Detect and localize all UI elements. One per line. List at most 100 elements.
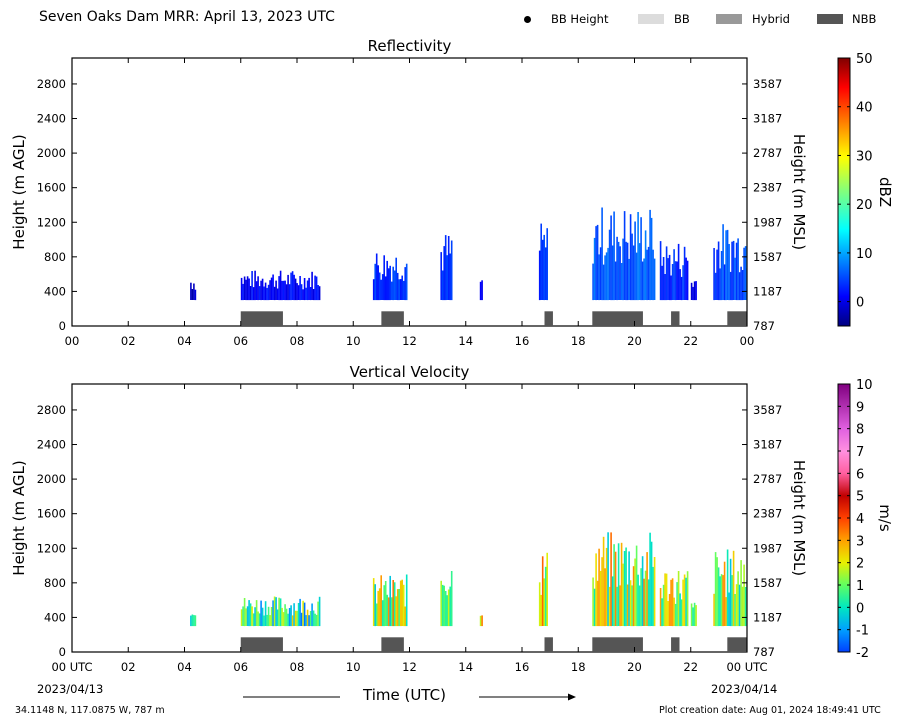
x-tick-label: 00 UTC: [51, 660, 92, 674]
legend-swatch-bb: [638, 14, 664, 24]
echo-column: [270, 607, 273, 626]
echo-column: [276, 609, 279, 626]
legend-swatch-nbb: [817, 14, 843, 24]
echo-column: [619, 246, 621, 300]
echo-column: [623, 551, 626, 627]
echo-column: [717, 241, 720, 301]
echo-column: [314, 275, 316, 301]
y-axis-label: Height (m AGL): [10, 134, 28, 249]
echo-column: [623, 211, 626, 300]
echo-column: [744, 587, 747, 627]
echo-column: [260, 280, 262, 301]
echo-column: [258, 286, 261, 300]
echo-column: [266, 614, 268, 627]
y-tick-label: 0: [59, 319, 66, 333]
echo-column: [595, 226, 597, 301]
echo-column: [626, 584, 629, 626]
echo-column: [384, 581, 387, 626]
echo-column: [282, 280, 285, 300]
x-tick-label: 06: [233, 660, 248, 674]
echo-column: [284, 280, 286, 301]
echo-column: [637, 574, 639, 627]
echo-column: [447, 236, 450, 300]
echo-column: [266, 287, 268, 301]
echo-column: [401, 275, 403, 300]
echo-column: [190, 282, 192, 300]
echo-column: [191, 614, 194, 627]
bb-segment-nbb: [240, 637, 283, 652]
echo-column: [387, 597, 390, 627]
echo-column: [302, 600, 304, 627]
echo-column: [720, 251, 723, 301]
colorbar-tick-label: 1: [856, 579, 864, 594]
echo-column: [443, 246, 445, 301]
colorbar-tick-label: 5: [856, 490, 864, 505]
echo-column: [245, 279, 247, 301]
echo-column: [541, 556, 544, 626]
echo-column: [308, 277, 310, 300]
echo-column: [392, 580, 394, 627]
echo-column: [275, 597, 277, 627]
echo-column: [255, 600, 258, 626]
echo-column: [392, 266, 394, 301]
echo-column: [405, 574, 408, 627]
echo-column: [538, 250, 541, 301]
echo-column: [447, 589, 450, 627]
echo-column: [640, 217, 642, 301]
echo-column: [604, 568, 606, 627]
echo-column: [743, 247, 745, 300]
echo-column: [652, 249, 654, 301]
echo-column: [649, 209, 651, 301]
y-tick-label-right: 2387: [753, 181, 782, 195]
y-axis-label-right: Height (m MSL): [790, 460, 808, 576]
echo-column: [728, 592, 730, 626]
legend-swatch-hybrid: [716, 14, 742, 24]
echo-column: [647, 579, 650, 627]
echo-column: [731, 241, 733, 301]
bb-segment-nbb: [544, 311, 553, 326]
x-tick-label: 14: [458, 660, 473, 674]
echo-column: [599, 247, 602, 300]
echo-column: [297, 603, 300, 627]
echo-column: [635, 545, 638, 627]
echo-column: [617, 241, 620, 300]
echo-column: [303, 278, 306, 301]
echo-column: [608, 229, 611, 300]
x-tick-label: 18: [571, 660, 586, 674]
echo-column: [380, 279, 382, 300]
echo-column: [650, 217, 653, 300]
echo-column: [665, 573, 668, 627]
echo-column: [616, 236, 618, 301]
colorbar-tick-label: 6: [856, 467, 864, 482]
echo-column: [446, 255, 448, 300]
echo-column: [191, 289, 194, 300]
echo-column: [740, 560, 742, 627]
echo-column: [291, 615, 294, 627]
echo-column: [389, 575, 391, 627]
echo-column: [714, 552, 717, 627]
x-tick-label: 16: [515, 660, 530, 674]
echo-column: [282, 612, 285, 626]
echo-column: [673, 597, 675, 626]
echo-column: [614, 261, 617, 300]
echo-column: [632, 566, 635, 627]
colorbar-tick-label: 2: [856, 557, 864, 572]
echo-column: [722, 224, 724, 300]
echo-column: [692, 286, 694, 301]
y-tick-label-right: 2787: [753, 472, 782, 486]
echo-column: [677, 243, 680, 300]
echo-column: [267, 606, 270, 627]
y-tick-label-right: 3587: [753, 403, 782, 417]
colorbar-tick-label: 9: [856, 400, 864, 415]
echo-column: [643, 578, 645, 626]
echo-column: [254, 607, 256, 626]
colorbar-label: m/s: [876, 504, 894, 532]
echo-column: [398, 279, 400, 301]
echo-column: [246, 276, 249, 301]
colorbar-tick-label: -2: [856, 646, 869, 661]
echo-column: [258, 613, 261, 626]
echo-column: [444, 235, 447, 301]
echo-column: [380, 575, 382, 627]
echo-column: [740, 266, 742, 301]
echo-column: [312, 610, 315, 627]
